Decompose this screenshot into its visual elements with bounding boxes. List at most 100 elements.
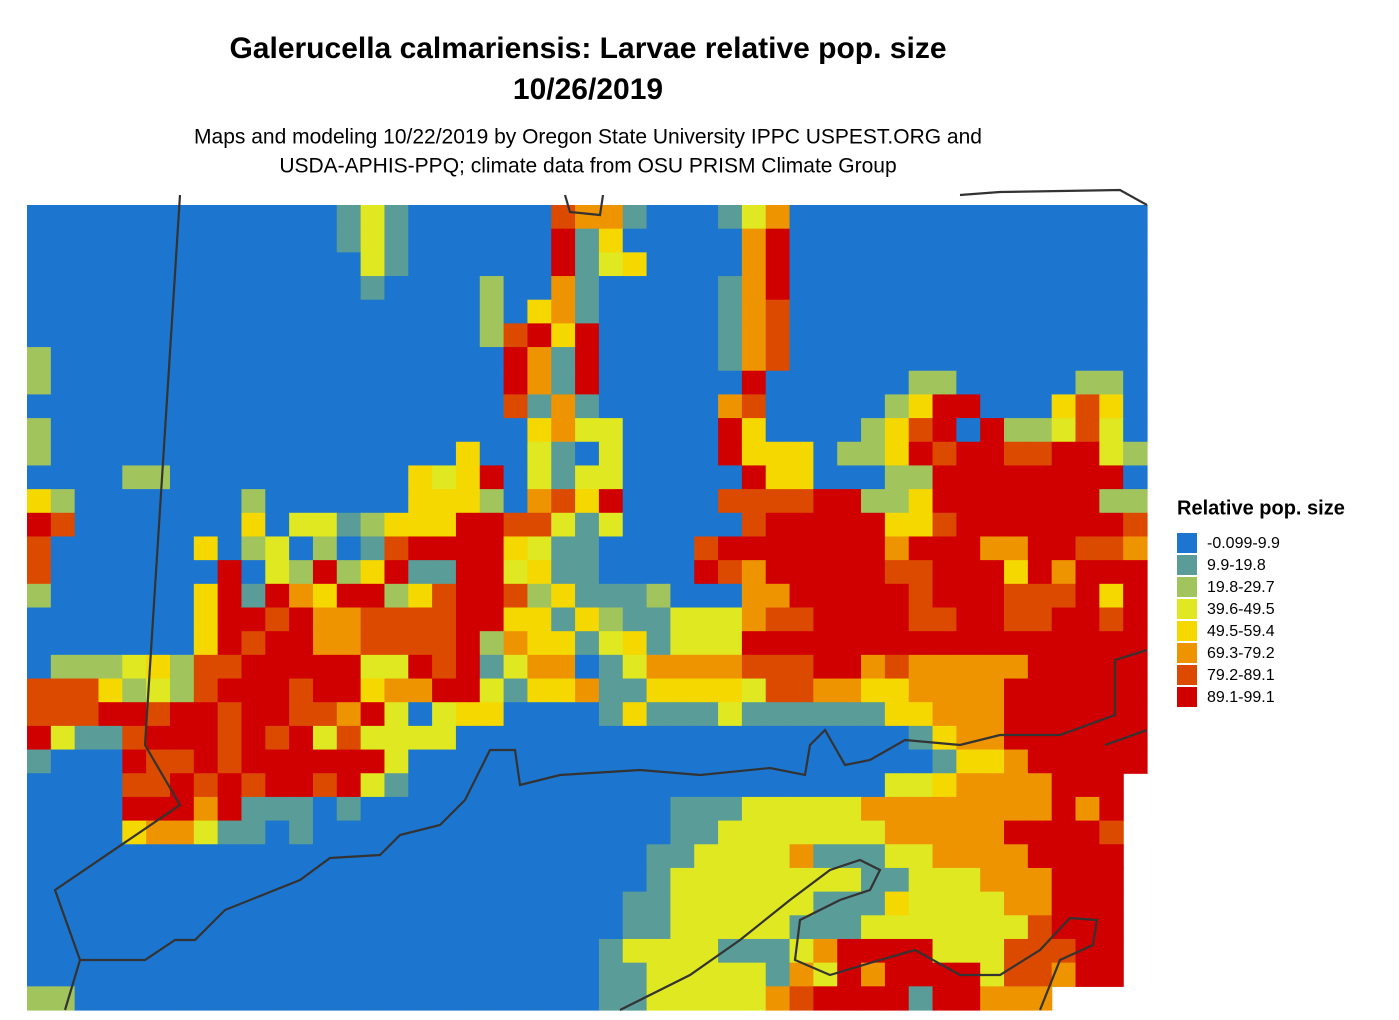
cell — [789, 370, 814, 396]
cell — [765, 252, 791, 277]
cell — [384, 252, 409, 277]
cell — [265, 536, 290, 561]
cell — [312, 867, 338, 893]
cell — [646, 418, 672, 443]
cell — [932, 678, 957, 703]
cell — [455, 654, 481, 680]
cell — [1099, 370, 1124, 396]
cell — [432, 418, 457, 443]
cell — [503, 512, 529, 538]
cell — [980, 299, 1005, 324]
cell — [479, 725, 505, 751]
cell — [837, 512, 862, 538]
cell — [551, 205, 576, 230]
cell — [622, 702, 648, 727]
cell — [908, 228, 934, 253]
cell — [694, 915, 719, 940]
cell — [932, 489, 957, 514]
cell — [336, 205, 362, 230]
cell — [932, 986, 957, 1011]
cell — [146, 867, 171, 893]
cell — [622, 820, 648, 845]
cell — [169, 678, 195, 703]
cell — [217, 915, 243, 940]
cell — [312, 749, 338, 774]
cell — [384, 796, 409, 822]
cell — [884, 725, 910, 751]
cell — [241, 796, 266, 822]
cell — [527, 536, 552, 561]
cell — [1004, 394, 1029, 419]
cell — [765, 560, 791, 585]
cell — [312, 891, 338, 916]
cell — [265, 773, 290, 798]
cell — [50, 749, 76, 774]
cell — [575, 252, 600, 277]
cell — [861, 773, 886, 798]
cell — [908, 773, 934, 798]
cell — [1027, 607, 1053, 632]
cell — [980, 465, 1005, 490]
cell — [670, 299, 695, 324]
cell — [884, 962, 910, 987]
cell — [718, 347, 743, 372]
cell — [193, 986, 219, 1011]
cell — [718, 607, 743, 632]
cell — [598, 702, 624, 727]
cell — [360, 205, 386, 230]
cell — [74, 560, 100, 585]
cell — [527, 394, 552, 419]
cell — [884, 583, 910, 609]
cell — [813, 441, 838, 467]
cell — [670, 631, 695, 656]
cell — [74, 891, 100, 916]
cell — [694, 252, 719, 277]
cell — [193, 867, 219, 893]
cell — [27, 252, 52, 277]
cell — [241, 489, 266, 514]
cell — [1123, 560, 1148, 585]
cell — [551, 228, 576, 253]
cell — [384, 986, 409, 1011]
cell — [169, 844, 195, 869]
cell — [622, 607, 648, 632]
cell — [1027, 347, 1053, 372]
cell — [789, 702, 814, 727]
cell — [169, 867, 195, 893]
lake-shore — [619, 858, 1099, 1011]
cell — [98, 583, 123, 609]
cell — [432, 915, 457, 940]
cell — [908, 323, 934, 348]
cell — [551, 465, 576, 490]
cell — [455, 228, 481, 253]
cell — [27, 867, 52, 893]
cell — [408, 323, 433, 348]
cell — [146, 347, 171, 372]
cell — [1099, 773, 1124, 798]
cell — [146, 276, 171, 301]
legend-swatch — [1177, 665, 1197, 685]
cell — [908, 607, 934, 632]
cell — [789, 607, 814, 632]
cell — [455, 891, 481, 916]
cell — [479, 560, 505, 585]
cell — [1027, 536, 1053, 561]
cell — [289, 796, 314, 822]
cell — [789, 820, 814, 845]
cell — [241, 205, 266, 230]
cell — [1051, 205, 1077, 230]
cell — [265, 370, 290, 396]
cell — [289, 252, 314, 277]
cell — [479, 441, 505, 467]
cell — [861, 915, 886, 940]
cell — [432, 891, 457, 916]
cell — [884, 938, 910, 964]
cell — [694, 205, 719, 230]
cell — [527, 820, 552, 845]
cell — [670, 323, 695, 348]
cell — [646, 867, 672, 893]
cell — [432, 773, 457, 798]
cell — [479, 512, 505, 538]
cell — [217, 796, 243, 822]
cell — [908, 441, 934, 467]
